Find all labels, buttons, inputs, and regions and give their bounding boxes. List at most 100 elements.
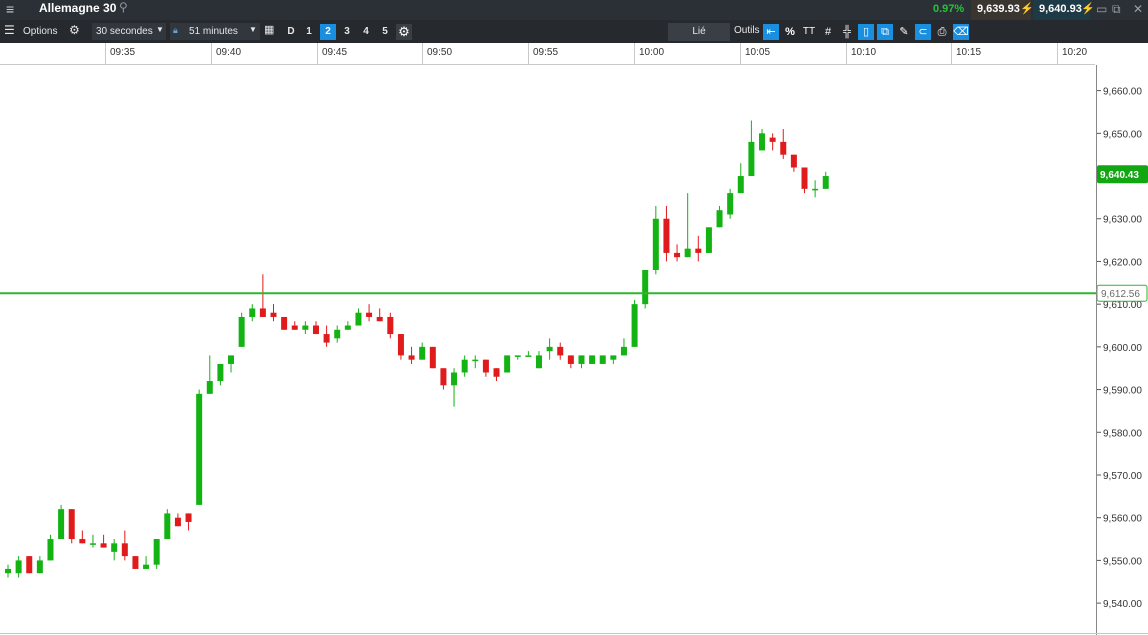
candle-body: [482, 359, 489, 373]
lightning-down-icon: ⚡: [1020, 3, 1034, 15]
candle-body: [727, 193, 734, 215]
candle-body: [769, 137, 776, 142]
candle-body: [100, 543, 107, 548]
candle-body: [323, 334, 330, 343]
price-label: 9,620.00: [1103, 257, 1142, 268]
eraser-icon[interactable]: ⌫: [953, 24, 969, 40]
candlestick-chart[interactable]: [0, 65, 1096, 633]
candle-body: [737, 176, 744, 194]
candle-body: [408, 355, 415, 360]
candle-body: [780, 141, 787, 155]
candle-body: [440, 368, 447, 386]
options-button[interactable]: Options: [23, 26, 58, 37]
draw-line-icon[interactable]: ✎: [899, 26, 909, 38]
chevron-down-icon: ▼: [156, 25, 164, 34]
candle-body: [663, 218, 670, 253]
candle-body: [716, 210, 723, 228]
candle-body: [610, 355, 617, 360]
candle-body: [79, 539, 86, 544]
time-label: 10:10: [851, 47, 877, 58]
layout-button-3[interactable]: 3: [344, 26, 350, 37]
options-gear-icon[interactable]: ⚙: [69, 23, 80, 37]
interval-value: 30 secondes: [96, 26, 153, 37]
price-axis: 9,540.00 9,550.00 9,560.00 9,570.00 9,580.00…: [1096, 65, 1148, 635]
candle-body: [536, 355, 542, 369]
price-label: 9,630.00: [1103, 215, 1142, 226]
candle-body: [695, 248, 702, 253]
instrument-title[interactable]: Allemagne 30: [39, 1, 117, 15]
price-label: 9,580.00: [1103, 428, 1142, 439]
candle-body: [174, 517, 181, 527]
settings-gear-icon[interactable]: ⚙: [396, 24, 412, 40]
candle-body: [801, 167, 808, 189]
scroll-up-icon[interactable]: ▭: [1096, 2, 1108, 16]
sell-price-button[interactable]: 9,639.93 ⚡: [971, 0, 1034, 20]
candle-body: [121, 543, 128, 557]
time-label: 10:05: [745, 47, 771, 58]
text-tool-button[interactable]: TT: [802, 26, 816, 37]
candle-body: [705, 227, 712, 253]
calendar-icon[interactable]: ▦: [264, 24, 275, 36]
detach-window-icon[interactable]: ⧉: [1112, 2, 1121, 16]
price-label: 9,540.00: [1103, 599, 1142, 610]
layout-button-2[interactable]: 2: [320, 24, 336, 40]
reference-price-value: 9,612.56: [1101, 289, 1140, 300]
candle-body: [546, 346, 553, 352]
candle-body: [312, 325, 319, 335]
list-icon[interactable]: ☰: [4, 23, 15, 37]
buy-price-value: 9,640.93: [1039, 3, 1082, 15]
time-tick: [422, 43, 423, 64]
search-icon[interactable]: ⚲: [119, 0, 128, 14]
linked-button[interactable]: Lié: [668, 23, 730, 41]
candle-body: [429, 346, 436, 369]
candle-body: [68, 509, 75, 540]
layout-button-1[interactable]: 1: [306, 26, 312, 37]
time-tick: [951, 43, 952, 64]
time-label: 09:35: [110, 47, 136, 58]
candlestick-icon[interactable]: ▯: [858, 24, 874, 40]
time-label: 10:20: [1062, 47, 1088, 58]
layout-button-4[interactable]: 4: [363, 26, 369, 37]
time-label: 10:00: [639, 47, 665, 58]
grid-icon[interactable]: #: [824, 26, 832, 38]
layout-button-5[interactable]: 5: [382, 26, 388, 37]
compare-icon[interactable]: ⧉: [877, 24, 893, 40]
candle-body: [111, 543, 118, 552]
time-label: 09:50: [427, 47, 453, 58]
reference-price-badge: 9,612.56: [1097, 284, 1148, 302]
candle-body: [567, 355, 574, 364]
time-tick: [846, 43, 847, 64]
add-indicator-icon[interactable]: ⇤: [763, 24, 779, 40]
candle-body: [631, 304, 638, 347]
candle-body: [196, 393, 203, 505]
current-price-value: 9,640.43: [1100, 170, 1139, 181]
candle-body: [759, 133, 766, 151]
price-label: 9,650.00: [1103, 129, 1142, 140]
candle-body: [387, 316, 394, 335]
candle-body: [493, 368, 500, 377]
interval-select[interactable]: 30 secondes ▼: [92, 23, 166, 40]
print-icon[interactable]: ⎙: [937, 26, 947, 38]
price-label: 9,590.00: [1103, 386, 1142, 397]
candle-body: [153, 539, 160, 565]
time-tick: [1057, 43, 1058, 64]
buy-price-button[interactable]: 9,640.93 ⚡: [1033, 0, 1095, 20]
time-tick: [634, 43, 635, 64]
candle-body: [36, 560, 43, 574]
candle-body: [334, 329, 341, 339]
candle-body: [132, 556, 139, 569]
label-icon[interactable]: ⊂: [915, 24, 931, 40]
tools-label[interactable]: Outils: [734, 25, 760, 36]
crosshair-grid-icon[interactable]: ╬: [843, 26, 851, 38]
price-label: 9,550.00: [1103, 556, 1142, 567]
candle-body: [228, 355, 235, 364]
day-button[interactable]: D: [287, 26, 295, 37]
close-icon[interactable]: ✕: [1133, 2, 1144, 16]
percent-button[interactable]: %: [785, 26, 795, 38]
hamburger-menu-icon[interactable]: ≡: [6, 1, 15, 17]
candle-body: [206, 381, 213, 394]
daily-change-percent: 0.97%: [933, 3, 965, 15]
candle-body: [472, 359, 479, 362]
range-select[interactable]: 🔒︎ 51 minutes ▼: [170, 23, 260, 40]
range-value: 51 minutes: [189, 26, 238, 37]
